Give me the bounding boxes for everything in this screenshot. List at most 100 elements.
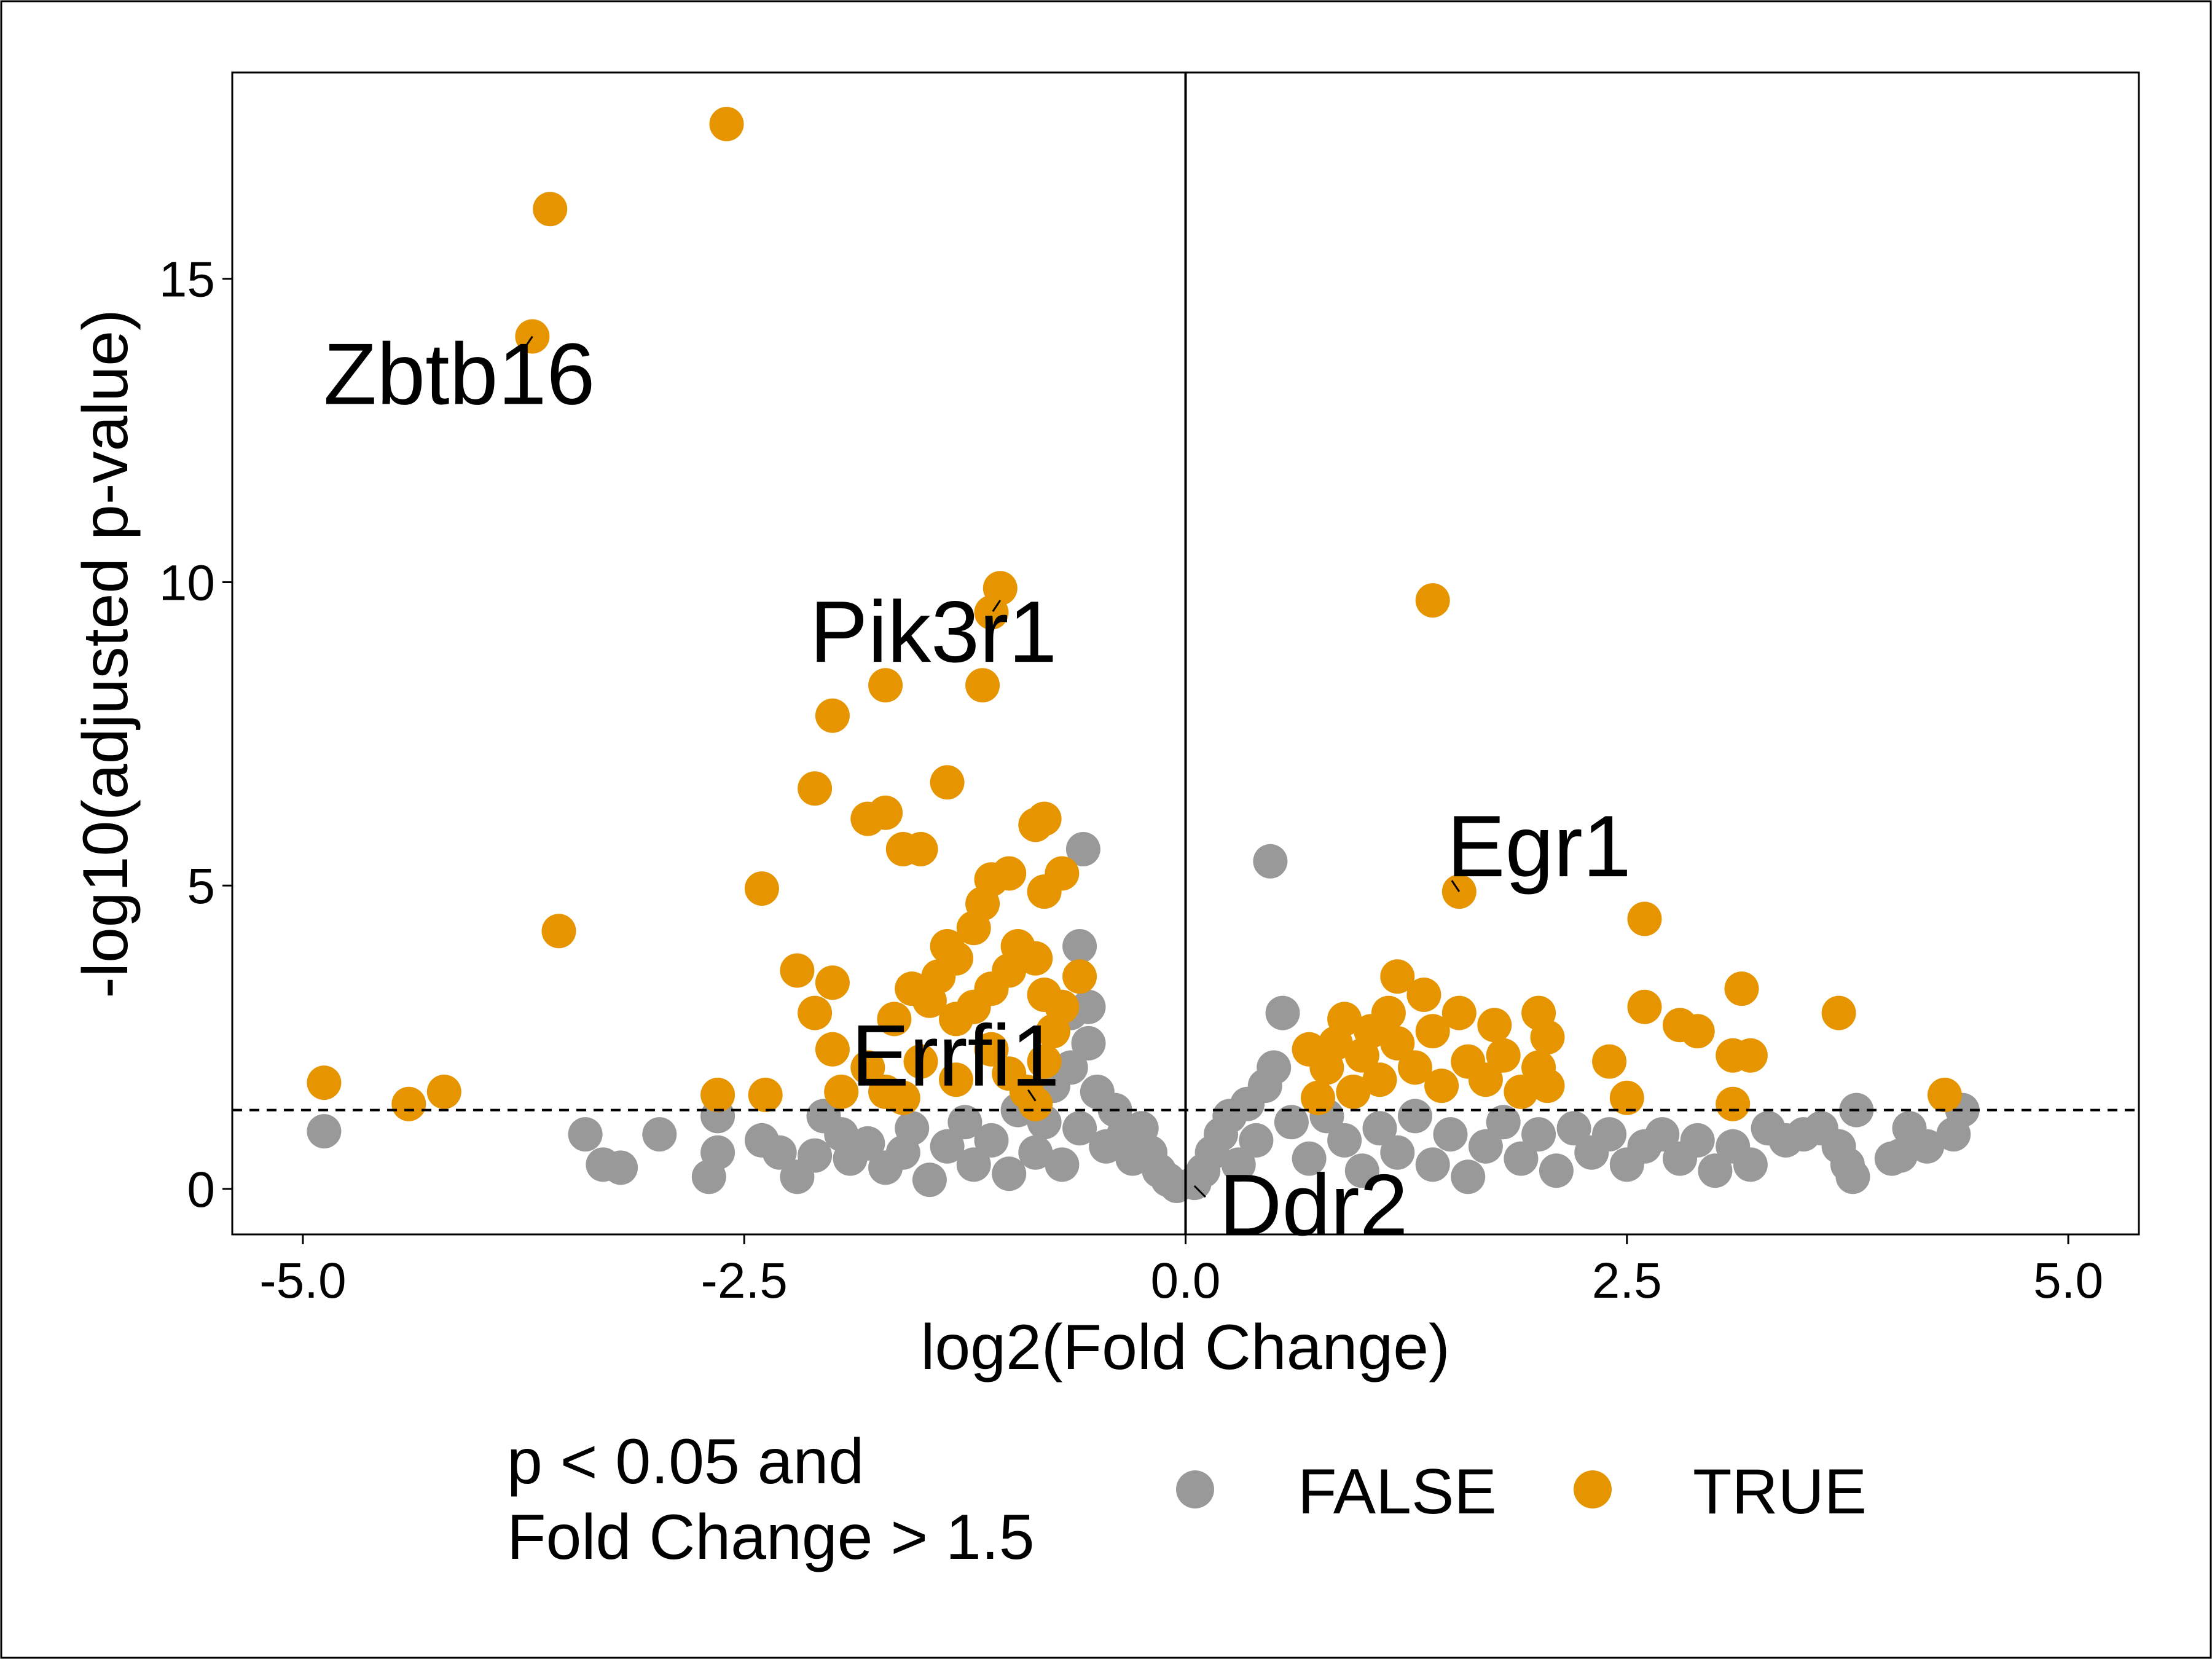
point-true-73 xyxy=(1928,1077,1962,1112)
point-true-69 xyxy=(1733,1038,1768,1073)
gene-label-egr1: Egr1 xyxy=(1447,798,1631,895)
point-true-3 xyxy=(541,914,576,949)
point-false-23 xyxy=(974,1123,1009,1158)
point-false-58 xyxy=(1253,844,1288,879)
point-false-82 xyxy=(1680,1123,1715,1158)
point-false-69 xyxy=(1451,1159,1486,1194)
point-true-39 xyxy=(877,1002,912,1037)
point-true-62 xyxy=(1627,901,1662,936)
point-true-87 xyxy=(1380,1026,1415,1061)
point-true-1 xyxy=(533,192,568,227)
y-axis-title: -log10(adjusted p-value) xyxy=(70,309,141,998)
reference-lines xyxy=(232,73,2139,1234)
point-true-23 xyxy=(965,668,1000,703)
point-false-73 xyxy=(1521,1117,1556,1152)
point-true-27 xyxy=(1018,807,1053,842)
point-false-1 xyxy=(568,1117,603,1152)
point-false-15 xyxy=(850,1126,885,1161)
x-axis-title: log2(Fold Change) xyxy=(920,1312,1449,1383)
point-true-12 xyxy=(815,965,850,1000)
point-true-57 xyxy=(885,1080,920,1115)
point-false-30 xyxy=(1053,1050,1088,1085)
point-false-95 xyxy=(1883,1138,1918,1173)
point-true-63 xyxy=(1724,971,1759,1006)
point-true-64 xyxy=(1821,995,1856,1030)
axes: -5.0 -2.5 0.0 2.5 5.0 0 5 10 15 xyxy=(159,252,2103,1309)
point-false-66 xyxy=(1398,1099,1432,1134)
point-false-80 xyxy=(1645,1117,1680,1152)
point-false-68 xyxy=(1433,1117,1468,1152)
point-false-83 xyxy=(1698,1153,1733,1188)
point-true-58 xyxy=(1062,959,1097,994)
point-true-65 xyxy=(1627,989,1662,1024)
legend-title-line-2: Fold Change > 1.5 xyxy=(507,1502,1035,1573)
point-true-9 xyxy=(744,871,779,906)
point-false-92 xyxy=(1835,1159,1870,1194)
point-true-59 xyxy=(1018,1086,1053,1121)
legend-true-swatch xyxy=(1574,1470,1612,1508)
point-true-86 xyxy=(1362,1062,1397,1097)
point-false-21 xyxy=(947,1105,982,1140)
point-false-31 xyxy=(1062,1111,1097,1146)
point-false-85 xyxy=(1733,1147,1768,1182)
point-true-5 xyxy=(391,1086,426,1121)
point-false-65 xyxy=(1380,1135,1415,1170)
point-true-71 xyxy=(1609,1080,1644,1115)
point-false-29 xyxy=(1045,1147,1080,1182)
point-true-75 xyxy=(1406,978,1441,1012)
x-tick-label: -2.5 xyxy=(701,1253,788,1309)
point-false-67 xyxy=(1415,1147,1450,1182)
point-true-11 xyxy=(798,995,833,1030)
point-true-14 xyxy=(824,1074,859,1109)
point-false-57 xyxy=(1265,995,1300,1030)
point-true-97 xyxy=(1292,1032,1327,1067)
point-false-22 xyxy=(956,1147,991,1182)
gene-label-connector-zbtb16 xyxy=(524,335,533,348)
y-tick-label: 10 xyxy=(159,555,215,611)
point-false-56 xyxy=(1257,1050,1292,1085)
legend: p < 0.05 and Fold Change > 1.5 FALSE TRU… xyxy=(507,1426,1867,1573)
point-false-62 xyxy=(1327,1123,1362,1158)
point-true-92 xyxy=(1468,1062,1503,1097)
point-true-51 xyxy=(992,1056,1027,1091)
point-false-24 xyxy=(992,1156,1027,1191)
gene-label-connector-ddr2 xyxy=(1193,1185,1206,1198)
point-true-29 xyxy=(1027,874,1062,909)
point-true-8 xyxy=(748,1077,783,1112)
point-true-15 xyxy=(815,698,850,733)
point-true-2 xyxy=(515,319,550,354)
point-false-45 xyxy=(1062,929,1097,963)
point-false-75 xyxy=(1556,1111,1591,1146)
point-false-70 xyxy=(1468,1129,1503,1164)
point-true-67 xyxy=(1680,1014,1715,1049)
point-false-72 xyxy=(1504,1141,1539,1176)
point-true-49 xyxy=(1027,1044,1062,1079)
gene-label-connector-pik3r1 xyxy=(992,600,1002,612)
point-true-48 xyxy=(1045,989,1080,1024)
point-true-4 xyxy=(307,1065,342,1100)
point-true-22 xyxy=(930,765,965,800)
point-true-72 xyxy=(1716,1086,1751,1121)
point-true-0 xyxy=(709,106,744,141)
point-false-59 xyxy=(1274,1105,1309,1140)
x-tick-label: -5.0 xyxy=(259,1253,346,1309)
point-false-44 xyxy=(1065,832,1100,866)
x-tick-label: 0.0 xyxy=(1151,1253,1221,1309)
point-true-80 xyxy=(1301,1080,1335,1115)
point-false-0 xyxy=(307,1114,342,1149)
point-true-79 xyxy=(1530,1020,1565,1055)
point-false-74 xyxy=(1539,1153,1574,1188)
point-false-20 xyxy=(930,1129,965,1164)
points-layer xyxy=(307,106,1980,1203)
gene-label-pik3r1: Pik3r1 xyxy=(810,583,1057,681)
point-false-32 xyxy=(1071,1026,1106,1061)
point-true-21 xyxy=(903,832,938,866)
gene-labels: Zbtb16 Pik3r1 Egr1 Errfi1 Ddr2 xyxy=(323,326,1631,1254)
point-true-13 xyxy=(815,1032,850,1067)
point-true-93 xyxy=(1486,1038,1521,1073)
legend-true-label: TRUE xyxy=(1693,1456,1867,1528)
point-true-94 xyxy=(1504,1074,1539,1109)
gene-label-connector-errfi1 xyxy=(1027,1089,1037,1102)
y-tick-label: 15 xyxy=(159,252,215,308)
